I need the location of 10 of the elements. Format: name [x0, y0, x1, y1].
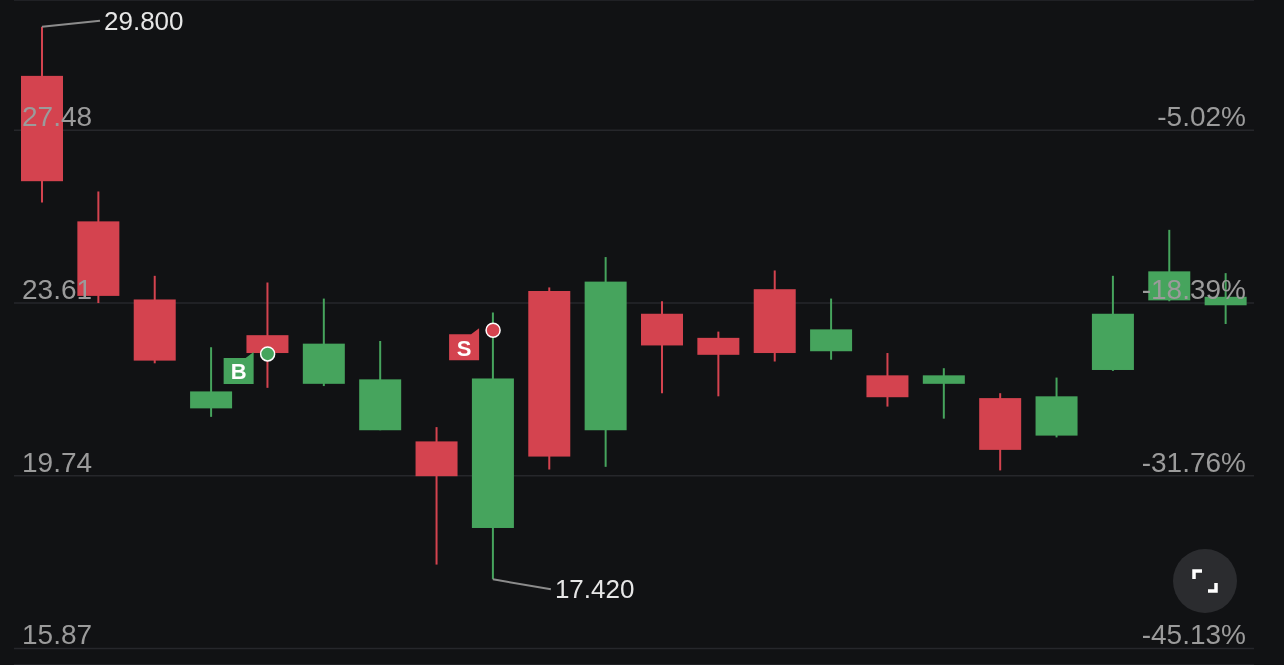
annotation: 29.800 [104, 5, 184, 36]
annotation: 17.420 [554, 574, 635, 605]
y-tick-label: 15.87 [22, 619, 93, 651]
y-tick-label: 19.74 [22, 446, 93, 478]
y2-tick-label: -31.76% [1141, 446, 1246, 478]
data-label: S [456, 335, 472, 361]
y-tick-label: 23.61 [22, 273, 93, 305]
data-label: B [230, 359, 247, 385]
y2-tick-label: -5.02% [1157, 101, 1246, 133]
y2-tick-label: -45.13% [1141, 619, 1246, 651]
